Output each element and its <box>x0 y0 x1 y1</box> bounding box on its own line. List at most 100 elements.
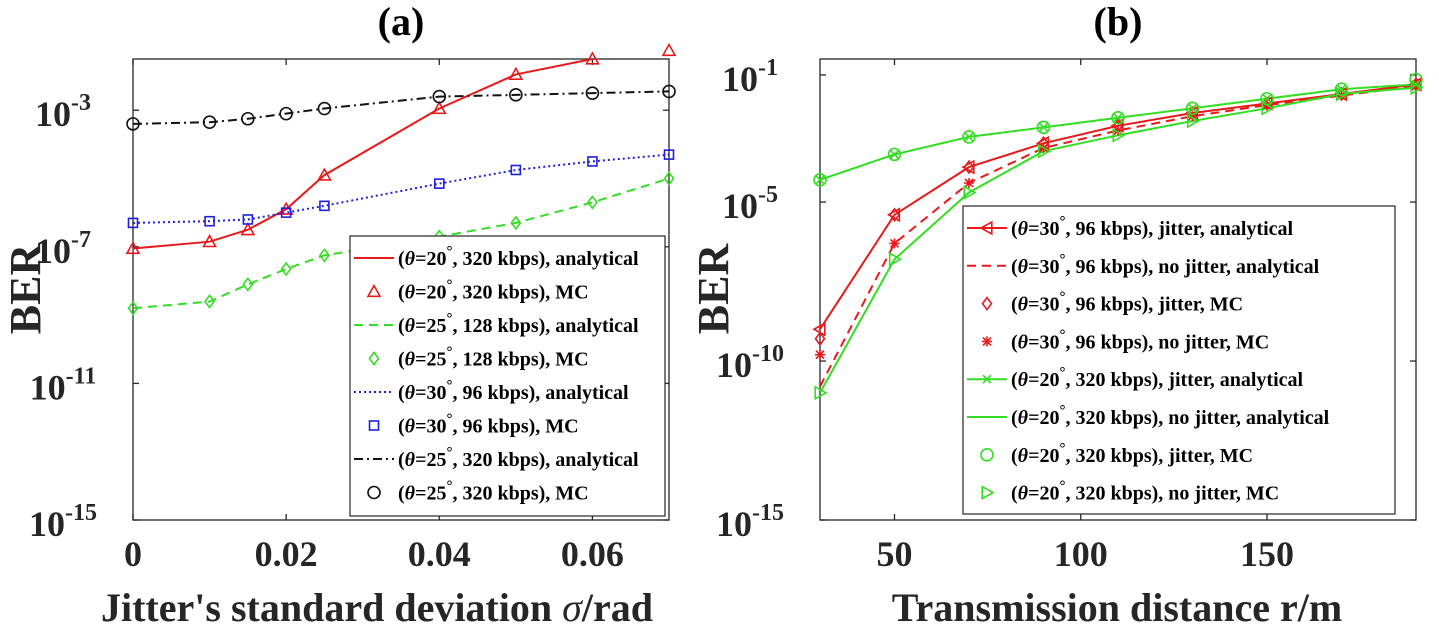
data-point-7 <box>1261 100 1275 116</box>
data-point-7 <box>126 117 140 131</box>
y-tick-label: 10-10 <box>716 341 784 385</box>
data-point-7 <box>585 86 600 100</box>
legend-entry: (θ=20°, 320 kbps), no jitter, MC <box>1011 479 1279 505</box>
data-point-6 <box>887 147 902 162</box>
data-point-5 <box>242 214 254 225</box>
data-point-5 <box>204 215 215 227</box>
data-point-1 <box>317 167 332 181</box>
data-point-6 <box>962 130 976 144</box>
data-point-4 <box>1262 94 1272 104</box>
data-point-3 <box>280 261 292 277</box>
data-point-4 <box>1187 103 1198 113</box>
data-point-6 <box>813 173 827 187</box>
legend-entry: (θ=25°, 128 kbps), MC <box>398 345 589 371</box>
data-point-3 <box>204 294 216 309</box>
x-tick-label: 0.06 <box>561 534 624 574</box>
legend-swatch-marker <box>366 283 382 298</box>
legend-swatch-marker <box>367 485 381 500</box>
data-point-2 <box>889 207 900 223</box>
data-point-5 <box>663 149 675 160</box>
x-tick-label: 0.02 <box>255 534 318 574</box>
data-point-3 <box>586 195 598 210</box>
x-tick-label: 50 <box>877 534 913 574</box>
panel-b: 50 100 150 10-15 10-10 10-5 10-1 (b) BER Transmis… <box>689 0 1424 630</box>
data-point-3 <box>1187 111 1198 122</box>
data-point-0 <box>812 321 826 337</box>
legend-entry: (θ=25°, 320 kbps), MC <box>398 479 589 505</box>
y-tick-label: 10-3 <box>35 90 91 134</box>
legend-entry: (θ=20°, 320 kbps), analytical <box>398 244 639 270</box>
data-point-1 <box>585 51 600 65</box>
legend-entry: (θ=30°, 96 kbps), jitter, MC <box>1011 290 1243 316</box>
data-point-6 <box>1334 82 1349 97</box>
legend-swatch-marker <box>982 336 992 347</box>
data-point-4 <box>1038 122 1049 132</box>
data-point-5 <box>433 178 445 189</box>
data-point-7 <box>509 88 523 102</box>
legend-entry: (θ=25°, 128 kbps), analytical <box>398 311 639 337</box>
data-point-7 <box>814 385 828 401</box>
legend-swatch-marker <box>368 351 380 366</box>
data-point-5 <box>280 207 292 218</box>
data-point-3 <box>510 215 522 231</box>
data-point-5 <box>127 217 139 229</box>
data-point-4 <box>1113 113 1123 123</box>
legend-entry: (θ=20°, 320 kbps), no jitter, analytical <box>1011 403 1330 429</box>
data-point-3 <box>663 171 675 186</box>
data-point-7 <box>1186 113 1201 129</box>
data-point-7 <box>241 111 255 126</box>
data-point-4 <box>964 132 974 142</box>
data-point-7 <box>662 84 676 99</box>
legend-entry: (θ=30°, 96 kbps), MC <box>398 412 579 438</box>
x-tick-label: 0.04 <box>408 534 471 574</box>
legend-entry: (θ=25°, 320 kbps), analytical <box>398 445 639 471</box>
y-tick-label: 10-11 <box>30 363 97 407</box>
data-point-4 <box>889 149 900 159</box>
data-point-7 <box>432 89 447 104</box>
series-line-2 <box>133 177 669 310</box>
data-point-1 <box>202 234 217 248</box>
data-point-3 <box>318 248 330 263</box>
data-point-2 <box>814 331 826 347</box>
data-point-3 <box>1113 125 1123 136</box>
x-tick-label: 0 <box>124 534 142 574</box>
legend-swatch-marker <box>982 374 992 384</box>
legend: (θ=20°, 320 kbps), analytical (θ=20°, 320… <box>349 235 666 517</box>
x-axis-label: Transmission distance r/m <box>892 585 1342 630</box>
legend-box <box>349 235 666 517</box>
data-point-1 <box>431 100 447 115</box>
series-group <box>133 59 669 310</box>
data-point-7 <box>1112 127 1126 143</box>
legend-swatch-marker <box>980 447 994 462</box>
data-point-7 <box>1335 86 1350 102</box>
x-axis-label: Jitter's standard deviation σ/rad <box>101 585 653 630</box>
y-tick-label: 10-1 <box>722 55 778 99</box>
legend-entry: (θ=20°, 320 kbps), jitter, MC <box>1011 441 1253 467</box>
legend-swatch-marker <box>368 420 380 431</box>
panel-title: (b) <box>1094 0 1143 44</box>
data-point-7 <box>279 106 293 121</box>
data-point-3 <box>815 349 825 360</box>
data-point-3 <box>127 300 139 316</box>
y-tick-label: 10-5 <box>722 182 778 226</box>
legend-entry: (θ=20°, 320 kbps), MC <box>398 278 589 304</box>
data-point-7 <box>317 101 332 116</box>
data-point-3 <box>242 277 254 292</box>
data-point-6 <box>1409 72 1423 87</box>
data-point-2 <box>963 159 975 175</box>
data-point-6 <box>1036 120 1051 135</box>
data-point-1 <box>661 42 677 57</box>
y-tick-label: 10-15 <box>29 500 97 544</box>
panel-a: 0 0.02 0.04 0.06 10-15 10-11 10-7 10-3 (a) BER Jit… <box>1 0 677 630</box>
data-point-5 <box>510 164 522 176</box>
legend-entry: (θ=30°, 96 kbps), jitter, analytical <box>1011 214 1294 240</box>
data-point-5 <box>587 156 598 167</box>
x-tick-label: 100 <box>1054 534 1108 574</box>
data-point-4 <box>815 175 825 185</box>
legend-entry: (θ=30°, 96 kbps), no jitter, analytical <box>1011 252 1320 278</box>
legend-swatch-marker <box>981 485 995 500</box>
panel-title: (a) <box>378 0 425 44</box>
legend-entry: (θ=20°, 320 kbps), jitter, analytical <box>1011 365 1304 391</box>
data-point-1 <box>240 222 256 236</box>
